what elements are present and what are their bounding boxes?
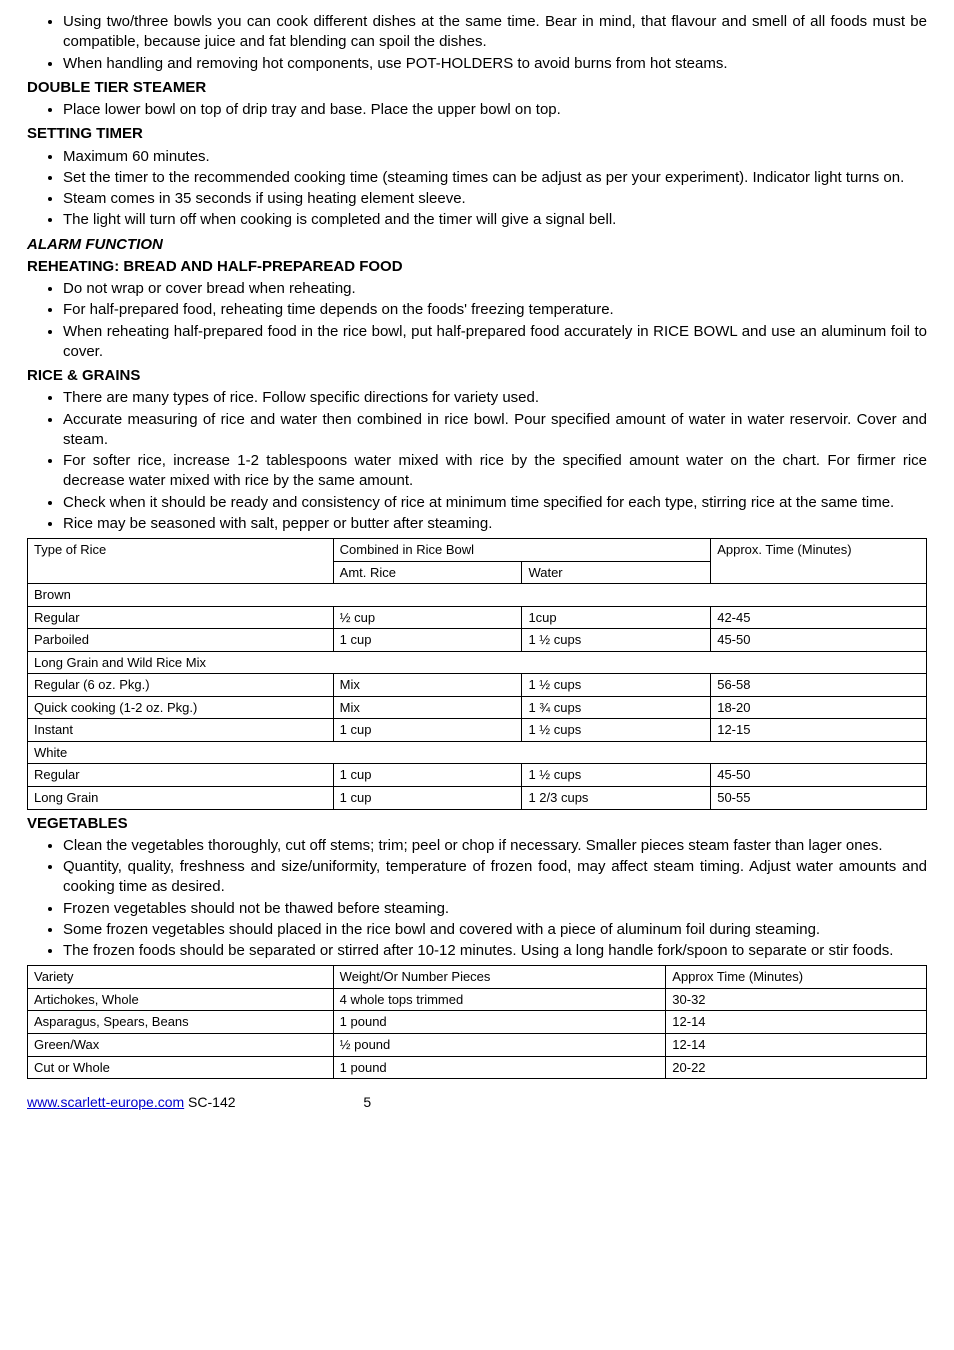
list-item: The frozen foods should be separated or … bbox=[63, 941, 927, 961]
rice-header-approx: Approx. Time (Minutes) bbox=[711, 539, 927, 584]
rice-cell: 42-45 bbox=[711, 606, 927, 629]
rice-cell: 1 cup bbox=[333, 719, 522, 742]
rice-cell: Instant bbox=[28, 719, 334, 742]
list-item: Set the timer to the recommended cooking… bbox=[63, 168, 927, 188]
heading-alarm: ALARM FUNCTION bbox=[27, 235, 927, 255]
rice-cell: 1 ½ cups bbox=[522, 674, 711, 697]
heading-setting-timer: SETTING TIMER bbox=[27, 124, 927, 144]
list-item: Steam comes in 35 seconds if using heati… bbox=[63, 189, 927, 209]
veg-cell: Asparagus, Spears, Beans bbox=[28, 1011, 334, 1034]
footer-model: SC-142 bbox=[184, 1094, 235, 1110]
rice-cell: 50-55 bbox=[711, 787, 927, 810]
veg-cell: 30-32 bbox=[666, 988, 927, 1011]
veg-cell: 1 pound bbox=[333, 1011, 666, 1034]
rice-cell: 1 cup bbox=[333, 787, 522, 810]
rice-cell: 45-50 bbox=[711, 629, 927, 652]
rice-cell: 1 2/3 cups bbox=[522, 787, 711, 810]
list-item: When handling and removing hot component… bbox=[63, 54, 927, 74]
veg-cell: 4 whole tops trimmed bbox=[333, 988, 666, 1011]
rice-cell: 1 cup bbox=[333, 764, 522, 787]
bullets-reheat: Do not wrap or cover bread when reheatin… bbox=[27, 279, 927, 362]
rice-cell: 1 cup bbox=[333, 629, 522, 652]
veg-cell: 12-14 bbox=[666, 1011, 927, 1034]
rice-header-type: Type of Rice bbox=[28, 539, 334, 584]
veg-header-weight: Weight/Or Number Pieces bbox=[333, 966, 666, 989]
rice-cell: 1 ½ cups bbox=[522, 629, 711, 652]
rice-table: Type of Rice Combined in Rice Bowl Appro… bbox=[27, 538, 927, 810]
list-item: Place lower bowl on top of drip tray and… bbox=[63, 100, 927, 120]
heading-rice-grains: RICE & GRAINS bbox=[27, 366, 927, 386]
rice-cell: Regular bbox=[28, 606, 334, 629]
veg-cell: 1 pound bbox=[333, 1056, 666, 1079]
veg-cell: Green/Wax bbox=[28, 1033, 334, 1056]
veg-table: Variety Weight/Or Number Pieces Approx T… bbox=[27, 965, 927, 1079]
heading-double-tier: DOUBLE TIER STEAMER bbox=[27, 78, 927, 98]
list-item: Maximum 60 minutes. bbox=[63, 147, 927, 167]
list-item: Quantity, quality, freshness and size/un… bbox=[63, 857, 927, 898]
rice-cell: Regular bbox=[28, 764, 334, 787]
rice-cell: 12-15 bbox=[711, 719, 927, 742]
footer: www.scarlett-europe.com SC-142 5 bbox=[27, 1093, 927, 1112]
list-item: Check when it should be ready and consis… bbox=[63, 493, 927, 513]
rice-cell: Mix bbox=[333, 674, 522, 697]
list-item: Clean the vegetables thoroughly, cut off… bbox=[63, 836, 927, 856]
rice-cell: Quick cooking (1-2 oz. Pkg.) bbox=[28, 696, 334, 719]
list-item: Rice may be seasoned with salt, pepper o… bbox=[63, 514, 927, 534]
list-item: For softer rice, increase 1-2 tablespoon… bbox=[63, 451, 927, 492]
list-item: Some frozen vegetables should placed in … bbox=[63, 920, 927, 940]
list-item: Accurate measuring of rice and water the… bbox=[63, 410, 927, 451]
veg-cell: Artichokes, Whole bbox=[28, 988, 334, 1011]
rice-cell: 1cup bbox=[522, 606, 711, 629]
rice-cell: 1 ¾ cups bbox=[522, 696, 711, 719]
rice-header-water: Water bbox=[522, 561, 711, 584]
rice-cell: 45-50 bbox=[711, 764, 927, 787]
rice-cell: Regular (6 oz. Pkg.) bbox=[28, 674, 334, 697]
list-item: There are many types of rice. Follow spe… bbox=[63, 388, 927, 408]
list-item: Using two/three bowls you can cook diffe… bbox=[63, 12, 927, 53]
rice-cell: 18-20 bbox=[711, 696, 927, 719]
bullets-top: Using two/three bowls you can cook diffe… bbox=[27, 12, 927, 74]
list-item: Frozen vegetables should not be thawed b… bbox=[63, 899, 927, 919]
veg-cell: Cut or Whole bbox=[28, 1056, 334, 1079]
rice-cell: 56-58 bbox=[711, 674, 927, 697]
rice-group-cell: Brown bbox=[28, 584, 927, 607]
heading-reheating: REHEATING: BREAD AND HALF-PREPAREAD FOOD bbox=[27, 257, 927, 277]
bullets-rice: There are many types of rice. Follow spe… bbox=[27, 388, 927, 534]
rice-cell: 1 ½ cups bbox=[522, 719, 711, 742]
veg-header-variety: Variety bbox=[28, 966, 334, 989]
rice-cell: Mix bbox=[333, 696, 522, 719]
footer-page-number: 5 bbox=[363, 1094, 371, 1110]
veg-cell: 12-14 bbox=[666, 1033, 927, 1056]
rice-header-amt: Amt. Rice bbox=[333, 561, 522, 584]
list-item: When reheating half-prepared food in the… bbox=[63, 322, 927, 363]
rice-cell: Parboiled bbox=[28, 629, 334, 652]
bullets-setting: Maximum 60 minutes. Set the timer to the… bbox=[27, 147, 927, 231]
list-item: The light will turn off when cooking is … bbox=[63, 210, 927, 230]
rice-cell: 1 ½ cups bbox=[522, 764, 711, 787]
rice-cell: Long Grain bbox=[28, 787, 334, 810]
rice-group-cell: Long Grain and Wild Rice Mix bbox=[28, 651, 927, 674]
footer-link[interactable]: www.scarlett-europe.com bbox=[27, 1094, 184, 1110]
list-item: For half-prepared food, reheating time d… bbox=[63, 300, 927, 320]
veg-cell: ½ pound bbox=[333, 1033, 666, 1056]
veg-header-time: Approx Time (Minutes) bbox=[666, 966, 927, 989]
list-item: Do not wrap or cover bread when reheatin… bbox=[63, 279, 927, 299]
bullets-double: Place lower bowl on top of drip tray and… bbox=[27, 100, 927, 120]
heading-vegetables: VEGETABLES bbox=[27, 814, 927, 834]
bullets-veg: Clean the vegetables thoroughly, cut off… bbox=[27, 836, 927, 962]
rice-cell: ½ cup bbox=[333, 606, 522, 629]
rice-group-cell: White bbox=[28, 741, 927, 764]
rice-header-combined: Combined in Rice Bowl bbox=[333, 539, 711, 562]
veg-cell: 20-22 bbox=[666, 1056, 927, 1079]
